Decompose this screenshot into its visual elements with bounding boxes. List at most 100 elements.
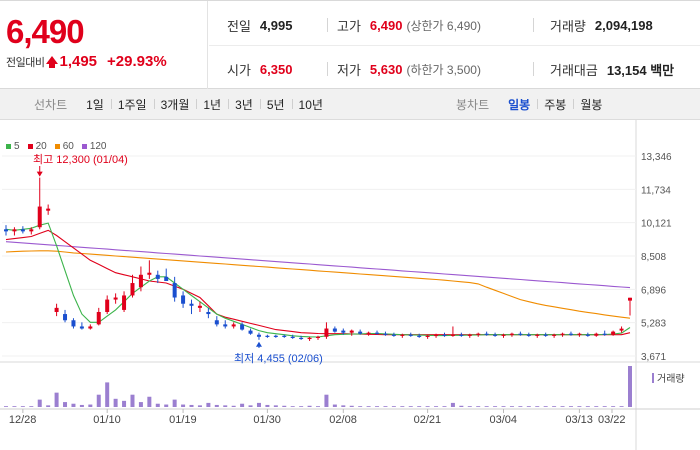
legend-label: 60 (62, 141, 74, 152)
candle-body (417, 335, 422, 337)
prev-close-value: 4,995 (259, 17, 293, 33)
lower-limit: (하한가 3,500) (406, 62, 481, 77)
volume-value: 2,094,198 (594, 17, 653, 33)
candle-body (526, 334, 531, 336)
current-price: 6,490 (6, 13, 85, 50)
volume-bar (611, 406, 616, 407)
volume-bar (349, 405, 354, 407)
volume-bar (594, 406, 599, 407)
change-value: 1,495 (59, 53, 98, 70)
volume-bar (96, 394, 101, 407)
legend-swatch (27, 144, 33, 149)
ma60-line (5, 250, 631, 319)
low-annotation: 최저 4,455 (02/06) (234, 352, 323, 365)
candle-body (147, 272, 152, 275)
volume-bar (442, 406, 447, 407)
candle-body (324, 328, 329, 337)
ma-legend: 5 20 60 120 (6, 141, 115, 152)
candle-body (273, 335, 278, 337)
volume-bar (484, 406, 489, 407)
candle-body (602, 333, 607, 335)
candle-body (105, 299, 110, 312)
candle-body (130, 283, 135, 296)
stat-low: 저가 5,630 (하한가 3,500) (337, 54, 481, 84)
volume-bar (459, 405, 464, 407)
line-chart-title: 선차트 (34, 98, 68, 112)
period-3y[interactable]: 3년 (228, 96, 260, 113)
volume-bar (383, 406, 388, 407)
candle-body (189, 303, 194, 306)
volume-bar (526, 406, 531, 407)
volume-bar (543, 406, 548, 407)
candle-body (467, 334, 472, 336)
candle-body (113, 297, 118, 300)
x-tick-label: 03/04 (490, 414, 518, 426)
y-tick-label: 10,121 (641, 219, 672, 230)
candle-body (493, 334, 498, 336)
upper-limit: (상한가 6,490) (406, 18, 481, 33)
candle-body (391, 334, 396, 336)
period-10y[interactable]: 10년 (291, 96, 330, 113)
x-tick-label: 01/10 (93, 414, 121, 426)
period-5y[interactable]: 5년 (259, 96, 292, 113)
volume-bar (375, 406, 380, 407)
volume-bar (206, 402, 211, 407)
volume-bar (619, 406, 624, 407)
candle-body (46, 208, 51, 211)
volume-bar (299, 406, 304, 407)
candle-body (400, 334, 405, 336)
volume-bar (417, 406, 422, 407)
volume-bar (391, 406, 396, 407)
volume-bar (358, 406, 363, 407)
candle-body (619, 328, 624, 331)
candle-daily[interactable]: 일봉 (508, 98, 531, 112)
volume-bar (552, 406, 557, 407)
volume-bar (476, 406, 481, 407)
candle-body (577, 333, 582, 335)
candle-body (20, 229, 25, 232)
prev-close-label: 전일 (227, 18, 251, 34)
candle-body (341, 330, 346, 333)
candle-body (299, 337, 304, 340)
volume-bar (290, 406, 295, 407)
candle-body (197, 305, 202, 308)
period-1w[interactable]: 1주일 (110, 96, 154, 113)
volume-bar (628, 366, 632, 407)
stat-open: 시가 6,350 (227, 54, 292, 84)
candle-monthly[interactable]: 월봉 (573, 96, 609, 113)
candle-body (282, 335, 287, 337)
candle-body (518, 333, 523, 335)
candle-body (181, 295, 186, 304)
candle-body (307, 337, 312, 340)
volume-bar (4, 406, 8, 407)
period-1y[interactable]: 1년 (196, 96, 228, 113)
volume-bar (231, 405, 236, 407)
volume-bar (560, 406, 565, 407)
volume-bar (138, 402, 143, 407)
volume-bar (20, 406, 25, 407)
divider (533, 62, 534, 76)
volume-bar (434, 406, 439, 407)
legend-ma60: 60 (54, 141, 74, 152)
volume-bar (197, 405, 202, 407)
period-3m[interactable]: 3개월 (153, 96, 197, 113)
volume-bar (122, 400, 127, 407)
candle-body (509, 333, 514, 335)
x-tick-label: 03/22 (598, 414, 626, 426)
legend-ma20: 20 (27, 141, 47, 152)
volume-bar (535, 406, 540, 407)
candle-body (585, 334, 590, 336)
volume-bar (518, 406, 523, 407)
change-row: 전일대비 1,495 +29.93% (6, 53, 167, 70)
divider (327, 18, 328, 32)
y-tick-label: 13,346 (641, 152, 672, 163)
stat-prev-close: 전일 4,995 (227, 10, 292, 40)
candle-body (240, 324, 245, 330)
volume-bar (12, 406, 17, 407)
candle-weekly[interactable]: 주봉 (537, 96, 573, 113)
volume-bar (189, 404, 194, 407)
period-1d[interactable]: 1일 (86, 98, 104, 112)
candle-body (164, 276, 169, 281)
legend-swatch (6, 144, 11, 149)
chart-canvas[interactable]: 13,346 11,734 10,121 8,508 6,896 5,283 3,671 12… (0, 120, 700, 450)
